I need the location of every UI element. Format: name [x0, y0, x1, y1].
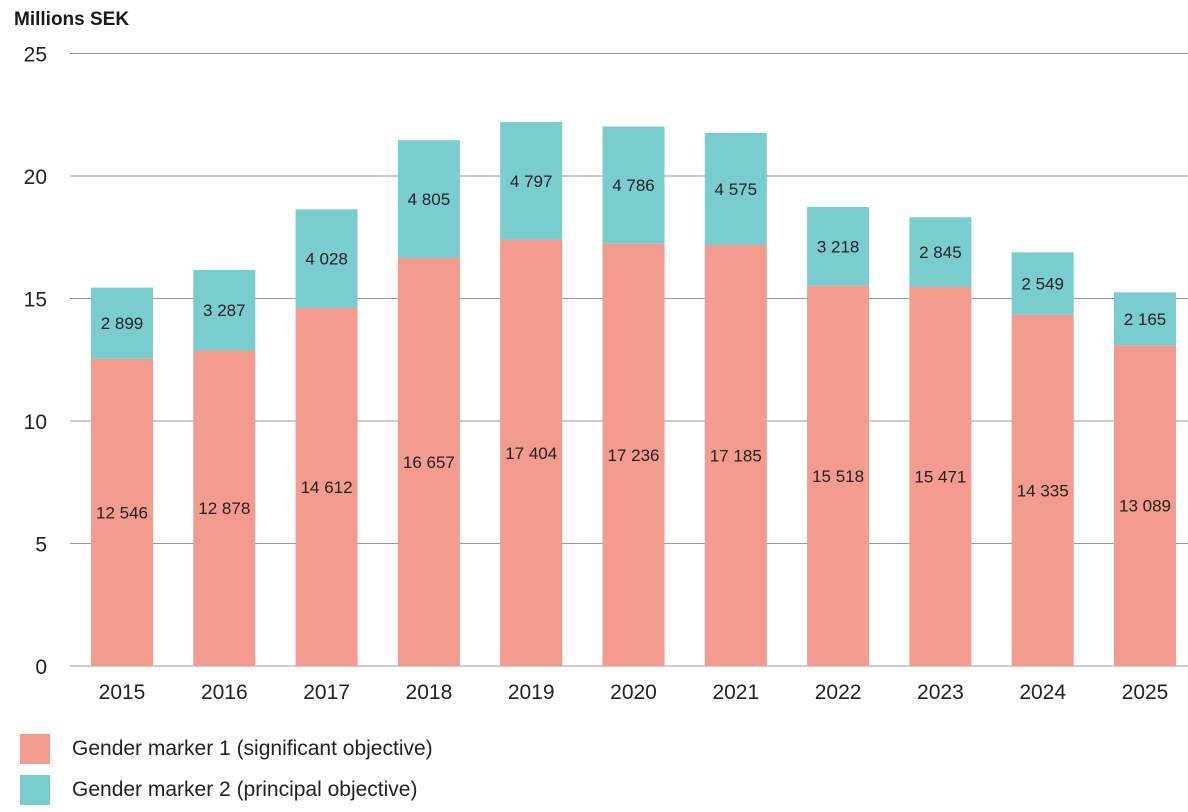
bar-2022-marker-2 — [807, 206, 870, 286]
y-tick-label-0: 0 — [35, 656, 47, 679]
y-axis-unit-label: Millions SEK — [14, 9, 130, 30]
bar-2024-marker-1 — [1011, 314, 1074, 666]
data-label-2024-marker-2: 2 549 — [1021, 275, 1064, 294]
bar-2017-marker-2 — [295, 209, 358, 309]
y-tick-label-10: 10 — [24, 411, 47, 434]
legend-label-marker-2: Gender marker 2 (principal objective) — [72, 777, 418, 801]
bar-2023-marker-2 — [909, 217, 972, 287]
data-label-2016-marker-2: 3 287 — [203, 301, 246, 320]
x-tick-label-2016: 2016 — [201, 681, 248, 704]
bar-2018-marker-1 — [397, 257, 460, 666]
data-label-2023-marker-2: 2 845 — [919, 243, 962, 262]
bar-2025-marker-2 — [1114, 292, 1176, 346]
bar-2019-marker-2 — [500, 122, 563, 240]
y-tick-label-5: 5 — [35, 534, 47, 557]
data-label-2017-marker-1: 14 612 — [301, 478, 353, 497]
bar-2017-marker-1 — [295, 308, 358, 666]
data-label-2019-marker-2: 4 797 — [510, 172, 553, 191]
legend-label-marker-1: Gender marker 1 (significant objective) — [72, 736, 433, 760]
bar-2020-marker-1 — [602, 243, 665, 666]
bar-2019-marker-1 — [500, 239, 563, 667]
bar-2020-marker-2 — [602, 126, 665, 244]
x-tick-label-2015: 2015 — [99, 681, 146, 704]
x-tick-label-2018: 2018 — [406, 681, 453, 704]
bar-2021-marker-1 — [704, 244, 767, 666]
data-label-2020-marker-1: 17 236 — [608, 446, 660, 465]
x-tick-label-2021: 2021 — [712, 681, 759, 704]
x-tick-label-2023: 2023 — [917, 681, 964, 704]
data-label-2018-marker-1: 16 657 — [403, 453, 455, 472]
bar-2016-marker-2 — [193, 269, 256, 351]
data-label-2018-marker-2: 4 805 — [408, 190, 451, 209]
data-label-2025-marker-2: 2 165 — [1124, 310, 1167, 329]
data-label-2024-marker-1: 14 335 — [1017, 481, 1069, 500]
data-label-2022-marker-2: 3 218 — [817, 237, 860, 256]
y-tick-label-20: 20 — [24, 166, 47, 189]
data-label-2025-marker-1: 13 089 — [1119, 497, 1171, 516]
x-tick-label-2022: 2022 — [815, 681, 862, 704]
legend-swatch-marker-2 — [20, 774, 50, 805]
x-tick-label-2017: 2017 — [303, 681, 350, 704]
bar-2023-marker-1 — [909, 286, 972, 666]
data-label-2021-marker-2: 4 575 — [715, 180, 758, 199]
x-tick-label-2020: 2020 — [610, 681, 657, 704]
bar-2018-marker-2 — [397, 140, 460, 258]
legend: Gender marker 1 (significant objective) … — [20, 730, 433, 812]
data-label-2023-marker-1: 15 471 — [914, 467, 966, 486]
y-tick-label-15: 15 — [24, 289, 47, 312]
data-label-2016-marker-1: 12 878 — [198, 499, 250, 518]
legend-item-marker-2: Gender marker 2 (principal objective) — [20, 771, 433, 808]
bar-2025-marker-1 — [1114, 345, 1176, 666]
bar-2015-marker-1 — [91, 358, 153, 666]
x-tick-label-2024: 2024 — [1019, 681, 1066, 704]
x-tick-label-2025: 2025 — [1122, 681, 1169, 704]
data-label-2020-marker-2: 4 786 — [612, 176, 655, 195]
legend-swatch-marker-1 — [20, 733, 50, 764]
data-label-2015-marker-1: 12 546 — [96, 503, 148, 522]
data-label-2015-marker-2: 2 899 — [101, 314, 144, 333]
y-tick-label-25: 25 — [24, 44, 47, 67]
data-label-2022-marker-1: 15 518 — [812, 467, 864, 486]
bar-2021-marker-2 — [704, 132, 767, 245]
data-label-2019-marker-1: 17 404 — [505, 444, 557, 463]
bar-2016-marker-1 — [193, 350, 256, 666]
data-label-2021-marker-1: 17 185 — [710, 446, 762, 465]
legend-item-marker-1: Gender marker 1 (significant objective) — [20, 730, 433, 767]
data-label-2017-marker-2: 4 028 — [305, 250, 348, 269]
x-tick-label-2019: 2019 — [508, 681, 555, 704]
bar-2015-marker-2 — [91, 287, 153, 359]
bar-2022-marker-1 — [807, 285, 870, 666]
bar-2024-marker-2 — [1011, 252, 1074, 315]
